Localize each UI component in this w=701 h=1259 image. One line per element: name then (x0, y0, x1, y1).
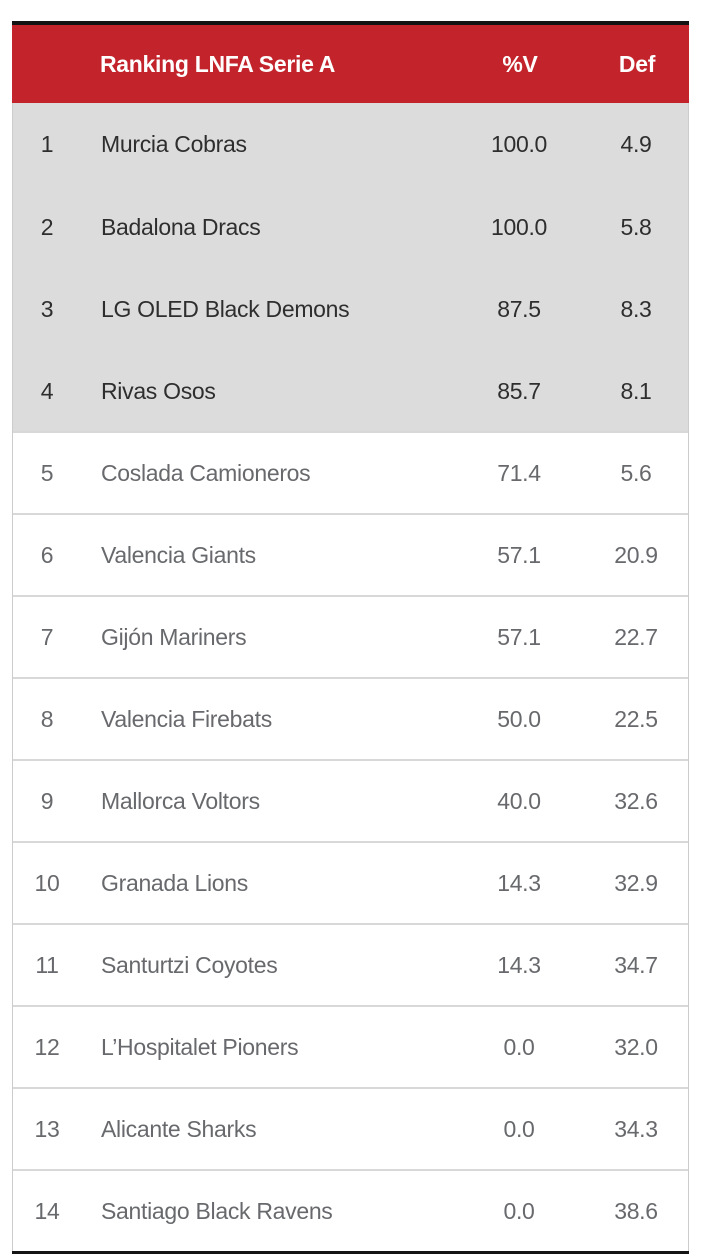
win-pct-cell: 57.1 (497, 623, 541, 650)
rank-cell: 14 (34, 1197, 60, 1224)
rank-cell: 9 (40, 787, 54, 814)
team-name-cell: Mallorca Voltors (101, 787, 260, 814)
table-row: 6 Valencia Giants 57.1 20.9 (13, 513, 688, 595)
column-header-win-pct: %V (502, 50, 538, 77)
table-header-row: Ranking LNFA Serie A %V Def (12, 25, 689, 103)
rank-cell: 12 (34, 1033, 60, 1060)
def-avg-cell: 5.6 (620, 459, 652, 486)
table-row: 11 Santurtzi Coyotes 14.3 34.7 (13, 923, 688, 1005)
team-name-cell: LG OLED Black Demons (101, 295, 350, 322)
table-body: 1 Murcia Cobras 100.0 4.9 2 Badalona Dra… (12, 103, 689, 1251)
def-avg-cell: 38.6 (614, 1197, 658, 1224)
win-pct-cell: 57.1 (497, 541, 541, 568)
team-name-cell: Santurtzi Coyotes (101, 951, 278, 978)
rank-cell: 2 (40, 213, 54, 240)
win-pct-cell: 71.4 (497, 459, 541, 486)
rank-cell: 3 (40, 295, 54, 322)
team-name-cell: Santiago Black Ravens (101, 1197, 333, 1224)
rank-cell: 5 (40, 459, 54, 486)
table-row: 14 Santiago Black Ravens 0.0 38.6 (13, 1169, 688, 1251)
def-avg-cell: 5.8 (620, 213, 652, 240)
rank-cell: 1 (40, 130, 54, 157)
team-name-cell: Murcia Cobras (101, 130, 247, 157)
win-pct-cell: 87.5 (497, 295, 541, 322)
table-row: 12 L’Hospitalet Pioners 0.0 32.0 (13, 1005, 688, 1087)
def-avg-cell: 32.9 (614, 869, 658, 896)
team-name-cell: Gijón Mariners (101, 623, 247, 650)
def-avg-cell: 34.7 (614, 951, 658, 978)
win-pct-cell: 100.0 (490, 213, 548, 240)
rank-cell: 4 (40, 377, 54, 404)
column-header-def: Def (618, 50, 656, 77)
rank-cell: 6 (40, 541, 54, 568)
win-pct-cell: 100.0 (490, 130, 548, 157)
team-name-cell: L’Hospitalet Pioners (101, 1033, 299, 1060)
def-avg-cell: 4.9 (620, 130, 652, 157)
ranking-table: Ranking LNFA Serie A %V Def 1 Murcia Cob… (12, 21, 689, 1254)
table-title: Ranking LNFA Serie A (100, 50, 336, 77)
table-row: 5 Coslada Camioneros 71.4 5.6 (13, 431, 688, 513)
table-row: 13 Alicante Sharks 0.0 34.3 (13, 1087, 688, 1169)
win-pct-cell: 0.0 (503, 1115, 535, 1142)
table-row: 4 Rivas Osos 85.7 8.1 (13, 349, 688, 431)
team-name-cell: Coslada Camioneros (101, 459, 311, 486)
team-name-cell: Badalona Dracs (101, 213, 261, 240)
win-pct-cell: 0.0 (503, 1033, 535, 1060)
team-name-cell: Valencia Firebats (101, 705, 272, 732)
def-avg-cell: 20.9 (614, 541, 658, 568)
table-row: 10 Granada Lions 14.3 32.9 (13, 841, 688, 923)
win-pct-cell: 85.7 (497, 377, 541, 404)
table-row: 3 LG OLED Black Demons 87.5 8.3 (13, 267, 688, 349)
def-avg-cell: 22.7 (614, 623, 658, 650)
team-name-cell: Alicante Sharks (101, 1115, 257, 1142)
win-pct-cell: 50.0 (497, 705, 541, 732)
win-pct-cell: 40.0 (497, 787, 541, 814)
def-avg-cell: 22.5 (614, 705, 658, 732)
rank-cell: 10 (34, 869, 60, 896)
win-pct-cell: 14.3 (497, 951, 541, 978)
table-row: 7 Gijón Mariners 57.1 22.7 (13, 595, 688, 677)
rank-cell: 8 (40, 705, 54, 732)
def-avg-cell: 8.3 (620, 295, 652, 322)
def-avg-cell: 32.0 (614, 1033, 658, 1060)
rank-cell: 7 (40, 623, 54, 650)
team-name-cell: Valencia Giants (101, 541, 256, 568)
table-row: 8 Valencia Firebats 50.0 22.5 (13, 677, 688, 759)
win-pct-cell: 0.0 (503, 1197, 535, 1224)
win-pct-cell: 14.3 (497, 869, 541, 896)
table-row: 9 Mallorca Voltors 40.0 32.6 (13, 759, 688, 841)
def-avg-cell: 32.6 (614, 787, 658, 814)
team-name-cell: Rivas Osos (101, 377, 216, 404)
table-row: 1 Murcia Cobras 100.0 4.9 (13, 103, 688, 185)
table-row: 2 Badalona Dracs 100.0 5.8 (13, 185, 688, 267)
rank-cell: 11 (35, 951, 59, 978)
def-avg-cell: 8.1 (620, 377, 652, 404)
team-name-cell: Granada Lions (101, 869, 248, 896)
def-avg-cell: 34.3 (614, 1115, 658, 1142)
rank-cell: 13 (34, 1115, 60, 1142)
